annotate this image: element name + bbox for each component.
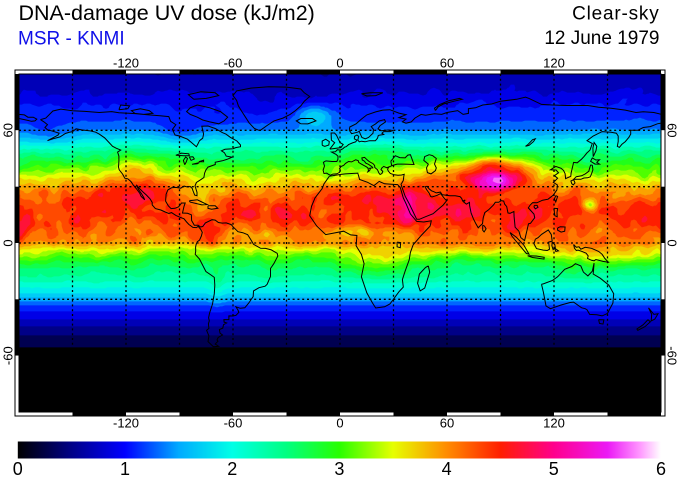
svg-text:0: 0: [1, 239, 16, 246]
svg-text:4: 4: [442, 459, 452, 479]
svg-text:1: 1: [120, 459, 130, 479]
svg-text:-120: -120: [113, 56, 139, 71]
svg-text:0: 0: [336, 416, 343, 431]
svg-text:-60: -60: [224, 56, 243, 71]
svg-text:120: 120: [543, 56, 565, 71]
svg-text:0: 0: [13, 459, 23, 479]
svg-text:-60: -60: [224, 416, 243, 431]
svg-text:-60: -60: [665, 346, 678, 365]
svg-text:MSR - KNMI: MSR - KNMI: [18, 29, 125, 50]
svg-text:3: 3: [334, 459, 344, 479]
svg-text:DNA-damage UV dose (kJ/m2): DNA-damage UV dose (kJ/m2): [19, 1, 315, 25]
svg-text:2: 2: [227, 459, 237, 479]
svg-text:60: 60: [440, 56, 454, 71]
svg-text:60: 60: [665, 123, 678, 137]
svg-text:-60: -60: [1, 346, 16, 365]
svg-text:60: 60: [440, 416, 454, 431]
svg-text:0: 0: [665, 239, 678, 246]
svg-text:5: 5: [549, 459, 559, 479]
svg-text:120: 120: [543, 416, 565, 431]
svg-text:Clear-sky: Clear-sky: [572, 4, 659, 25]
svg-text:60: 60: [1, 123, 16, 137]
svg-text:-120: -120: [113, 416, 139, 431]
svg-text:6: 6: [656, 459, 666, 479]
svg-text:12 June 1979: 12 June 1979: [544, 28, 659, 49]
svg-text:0: 0: [336, 56, 343, 71]
